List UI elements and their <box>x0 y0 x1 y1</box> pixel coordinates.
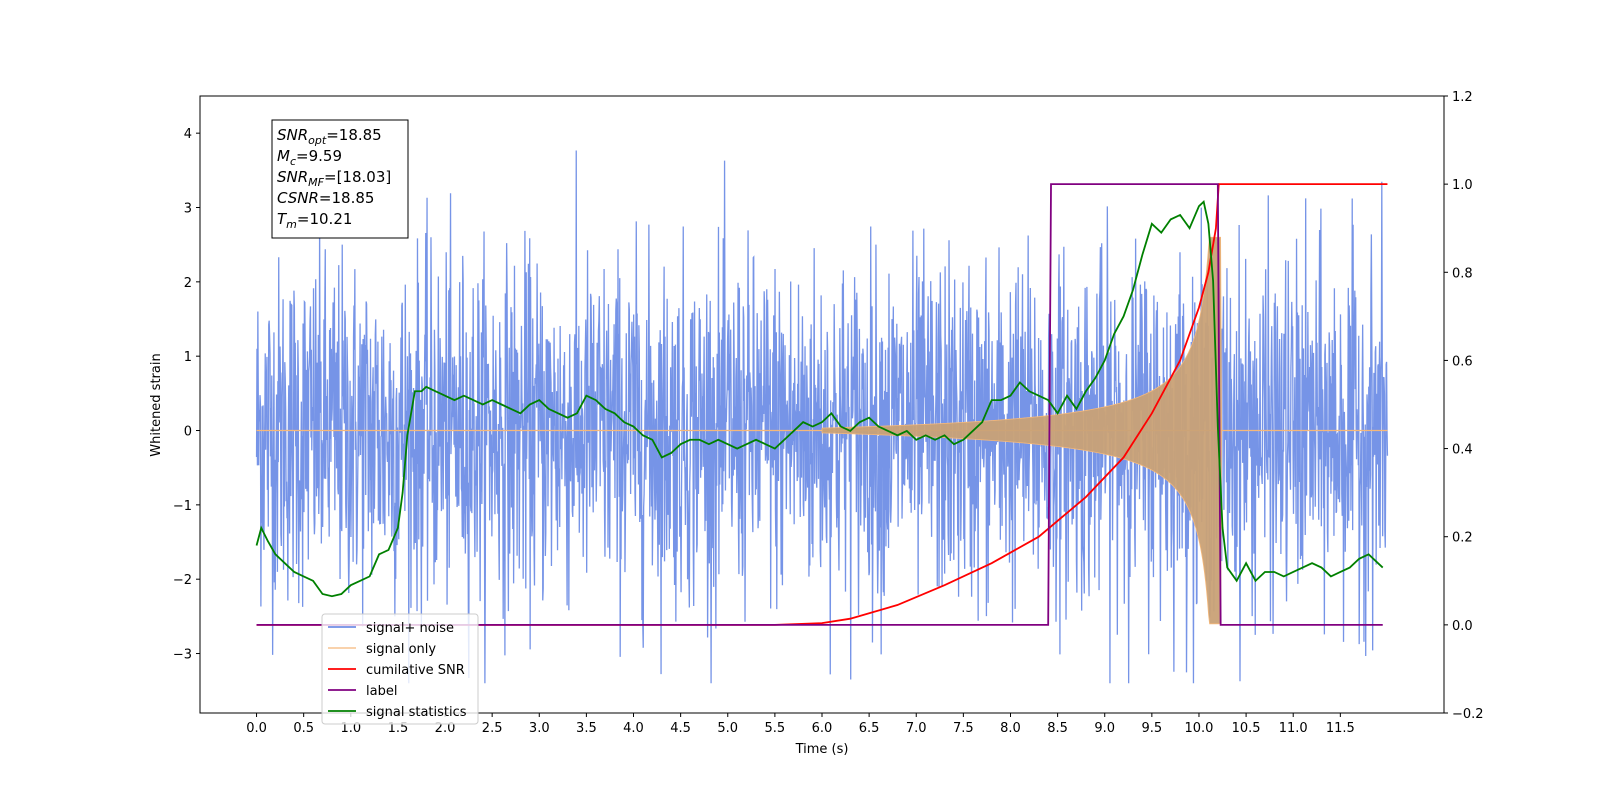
y-tick-label-right: 0.0 <box>1452 619 1473 634</box>
x-tick-label: 9.0 <box>1094 721 1115 736</box>
series-signal-only-envelope <box>821 236 1222 625</box>
x-tick-label: 0.5 <box>293 721 314 736</box>
legend-frame <box>321 613 479 725</box>
legend-entry: signal statistics <box>366 705 467 720</box>
x-tick-label: 2.5 <box>482 721 503 736</box>
y-tick-label-right: −0.2 <box>1452 707 1484 722</box>
y-tick-label-right: 0.4 <box>1452 443 1473 458</box>
x-axis: 0.0 0.5 1.0 1.5 2.0 2.5 3.0 3.5 4.0 4.5 5.0 5.5 6.0 6… <box>246 713 1355 736</box>
x-tick-label: 9.5 <box>1142 721 1163 736</box>
y-tick-label-right: 1.2 <box>1452 90 1473 105</box>
info-line: CSNR=18.85 <box>277 189 374 207</box>
x-tick-label: 6.0 <box>812 721 833 736</box>
x-tick-label: 5.0 <box>717 721 738 736</box>
x-tick-label: 11.5 <box>1326 721 1355 736</box>
x-tick-label: 7.5 <box>953 721 974 736</box>
x-tick-label: 11.0 <box>1279 721 1308 736</box>
info-line: SNRMF=[18.03] <box>277 168 391 189</box>
info-line: SNRopt=18.85 <box>277 126 382 147</box>
x-tick-label: 4.0 <box>623 721 644 736</box>
x-tick-label: 8.5 <box>1047 721 1068 736</box>
x-tick-label: 1.0 <box>340 721 361 736</box>
y-tick-label-left: 3 <box>184 202 192 217</box>
info-line: Mc=9.59 <box>277 147 342 168</box>
x-tick-label: 6.5 <box>859 721 880 736</box>
y-tick-label-right: 0.6 <box>1452 354 1473 369</box>
plot-lines <box>255 150 1389 684</box>
y-tick-label-right: 0.8 <box>1452 266 1473 281</box>
y-axis-right: −0.2 0.0 0.2 0.4 0.6 0.8 1.0 1.2 <box>1444 90 1484 722</box>
x-tick-label: 5.5 <box>765 721 786 736</box>
x-tick-label: 10.5 <box>1232 721 1261 736</box>
x-tick-label: 1.5 <box>388 721 409 736</box>
x-tick-label: 2.0 <box>435 721 456 736</box>
y-axis-left: −3 −2 −1 0 1 2 3 4 <box>173 127 200 663</box>
series-label-line <box>256 183 1383 626</box>
y-tick-label-left: −3 <box>173 648 192 663</box>
x-tick-label: 3.0 <box>529 721 550 736</box>
x-tick-label: 0.0 <box>246 721 267 736</box>
x-tick-label: 3.5 <box>576 721 597 736</box>
x-axis-label: Time (s) <box>795 742 849 757</box>
y-tick-label-left: 2 <box>184 276 192 291</box>
x-tick-label: 7.0 <box>906 721 927 736</box>
x-tick-label: 8.0 <box>1000 721 1021 736</box>
series-signal-statistics-line <box>255 200 1384 598</box>
y-tick-label-left: 0 <box>184 425 192 440</box>
legend: signal+ noise signal only cumilative SNR la… <box>321 613 479 725</box>
y-tick-label-right: 1.0 <box>1452 178 1473 193</box>
legend-entry: signal+ noise <box>366 621 454 636</box>
y-tick-label-left: 1 <box>184 350 192 365</box>
y-axis-label: Whitened strain <box>149 353 164 456</box>
legend-entry: cumilative SNR <box>366 663 465 678</box>
x-tick-label: 10.0 <box>1184 721 1213 736</box>
y-tick-label-right: 0.2 <box>1452 531 1473 546</box>
y-tick-label-left: −1 <box>173 499 192 514</box>
y-tick-label-left: −2 <box>173 573 192 588</box>
info-line: Tm=10.21 <box>277 210 352 231</box>
x-tick-label: 4.5 <box>670 721 691 736</box>
y-tick-label-left: 4 <box>184 127 192 142</box>
legend-entry: signal only <box>366 642 436 657</box>
legend-entry: label <box>366 684 397 699</box>
info-box-frame <box>271 119 409 239</box>
info-box: SNRopt=18.85Mc=9.59SNRMF=[18.03]CSNR=18.… <box>271 119 409 239</box>
